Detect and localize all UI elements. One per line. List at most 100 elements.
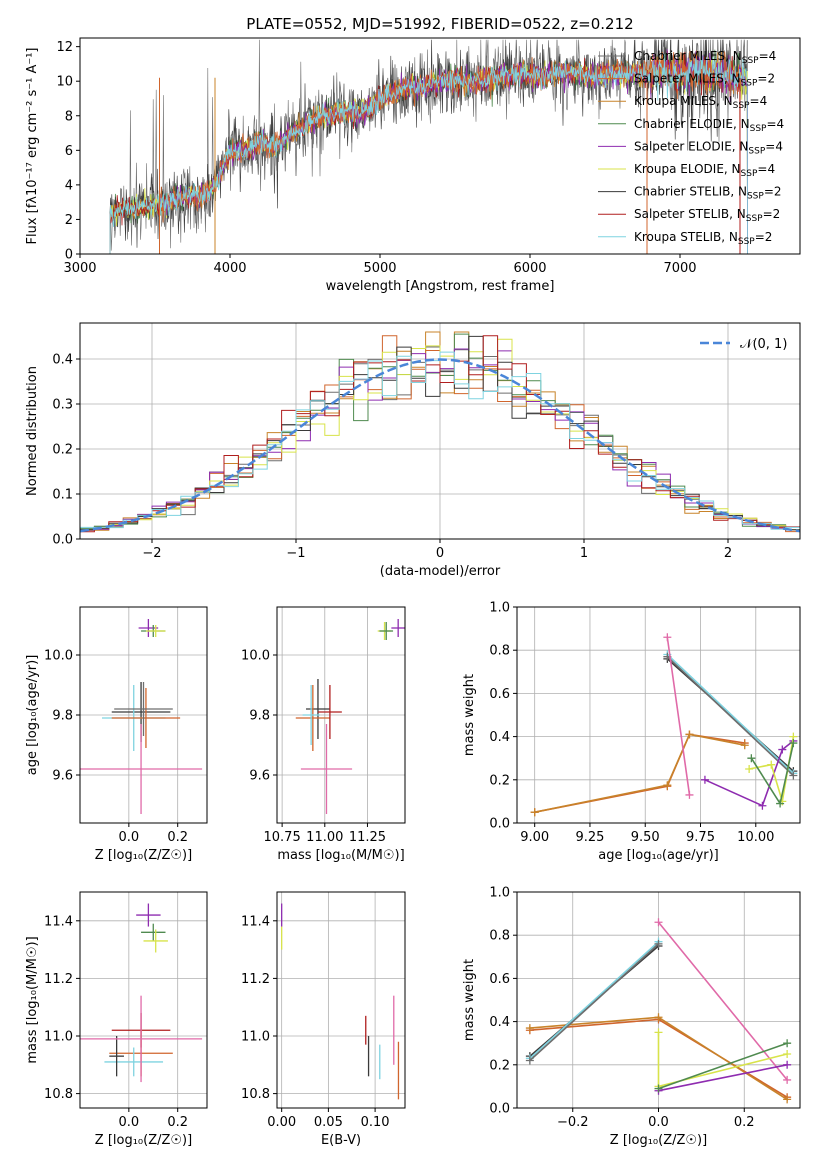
chart-ebv-mass: 0.00 0.05 0.10 10.8 11.0 11.2 11.4 E(B-V) (241, 891, 406, 1148)
axes-frame (516, 891, 801, 1109)
tick-label-x: 0.2 (167, 830, 188, 845)
plot-area (295, 619, 405, 814)
tick-label-y: 0.4 (489, 1015, 510, 1030)
tick-label-x: 1 (580, 546, 588, 561)
tick-label-y: 0.0 (489, 817, 510, 832)
tick-label-y: 6 (65, 144, 73, 159)
legend-label: Kroupa ELODIE, NSSP=4 (634, 162, 775, 179)
legend: Chabrier MILES, NSSP=4 Salpeter MILES, NS… (598, 49, 784, 247)
tick-label-y: 8 (65, 109, 73, 124)
spectrum-line-8 (109, 54, 748, 254)
tick-label-y: 2 (65, 213, 73, 228)
tick-label-y: 10.0 (241, 649, 270, 664)
tick-label-y: 0.2 (489, 773, 510, 788)
tick-label-y: 0 (65, 248, 73, 263)
series-marker (654, 1084, 663, 1093)
axes-frame (276, 891, 406, 1109)
axes-frame (79, 322, 801, 540)
y-axis-label: mass weight (462, 959, 477, 1041)
x-axis-label: mass [log₁₀(M/M☉)] (277, 848, 404, 863)
axes-frame (516, 606, 801, 824)
tick-label-y: 0.0 (52, 533, 73, 548)
series-marker (654, 1013, 663, 1022)
series-marker (740, 741, 749, 750)
tick-label-y: 0.6 (489, 687, 510, 702)
tick-label-y: 0.2 (52, 443, 73, 458)
x-axis-label: wavelength [Angstrom, rest frame] (326, 279, 555, 294)
tick-label-x: 3000 (63, 261, 96, 276)
tick-label-y: 0.8 (489, 929, 510, 944)
tick-label-y: 11.2 (241, 972, 270, 987)
tick-label-x: 5000 (363, 261, 396, 276)
series-marker (745, 765, 754, 773)
series-line-4 (529, 943, 660, 1062)
series-line-5 (666, 637, 691, 796)
series-line-1 (534, 733, 745, 813)
series-line-2 (666, 658, 794, 772)
tick-label-y: 12 (56, 40, 73, 55)
tick-label-x: 9.25 (575, 830, 604, 845)
tick-label-x: 11.00 (306, 830, 343, 845)
series-line-5 (657, 921, 788, 1081)
chart-z-mass: 0.0 0.2 10.8 11.0 11.2 11.4 Z [log₁₀(Z/Z☉)] mas… (25, 891, 208, 1148)
series-marker (530, 808, 539, 817)
series-marker (767, 760, 776, 769)
tick-label-x: 0.2 (167, 1115, 188, 1130)
x-axis-label: Z [log₁₀(Z/Z☉)] (95, 1133, 192, 1148)
tick-label-x: 2 (724, 546, 732, 561)
series-marker (525, 1056, 534, 1065)
tick-label-y: 0.2 (489, 1058, 510, 1073)
tick-label-x: 10.00 (737, 830, 774, 845)
series-marker (525, 1024, 534, 1033)
tick-label-y: 0.6 (489, 972, 510, 987)
tick-label-y: 0.0 (489, 1102, 510, 1117)
plot-area (109, 39, 748, 254)
tick-label-x: 0.10 (361, 1115, 390, 1130)
tick-label-x: 10.75 (264, 830, 301, 845)
chart-age-weight: 9.00 9.25 9.50 9.75 10.00 0.0 0.2 0.4 0.6 0.8 1.0 a… (462, 601, 801, 863)
chart-spectrum: 3000 4000 5000 6000 7000 0 2 4 6 8 10 12 wavelength … (25, 37, 801, 294)
series-marker (778, 745, 787, 754)
series-line-0 (534, 733, 745, 813)
plot-area (80, 903, 203, 1083)
x-axis-label: (data-model)/error (380, 564, 501, 579)
tick-label-x: 4000 (213, 261, 246, 276)
legend-label: Kroupa STELIB, NSSP=2 (634, 230, 772, 247)
tick-label-y: 11.4 (241, 914, 270, 929)
series-marker (783, 1075, 792, 1084)
tick-label-y: 1.0 (489, 601, 510, 616)
tick-label-x: 0 (436, 546, 444, 561)
series-line-4 (666, 656, 794, 777)
x-axis-label: E(B-V) (321, 1133, 361, 1148)
series-line-3 (666, 653, 794, 774)
legend-label: Chabrier MILES, NSSP=4 (634, 49, 776, 66)
chart-mass-age: 10.75 11.00 11.25 9.6 9.8 10.0 mass [log₁₀(M/M… (241, 606, 406, 863)
legend-label: Chabrier ELODIE, NSSP=4 (634, 117, 784, 134)
tick-label-x: −1 (286, 546, 305, 561)
tick-label-y: 0.4 (489, 730, 510, 745)
plot-area (530, 633, 798, 817)
series-line-8 (658, 1042, 788, 1090)
series-marker (747, 754, 756, 763)
tick-label-x: 11.25 (349, 830, 386, 845)
tick-label-y: 0.8 (489, 644, 510, 659)
y-axis-label: Normed distribution (25, 366, 40, 496)
series-line-6 (658, 1064, 788, 1092)
series-marker (776, 799, 785, 808)
tick-label-x: 0.0 (648, 1115, 669, 1130)
tick-label-y: 9.6 (249, 769, 270, 784)
axes-frame (79, 891, 208, 1109)
axes-frame (79, 606, 208, 824)
series-marker (789, 739, 798, 748)
tick-label-y: 10.0 (44, 649, 73, 664)
tick-label-x: 0.0 (119, 1115, 140, 1130)
series-marker (783, 1060, 792, 1069)
legend-label: Chabrier STELIB, NSSP=2 (634, 185, 782, 202)
series-marker (783, 1095, 792, 1104)
series-line-3 (529, 941, 660, 1059)
tick-label-y: 10.8 (241, 1087, 270, 1102)
series-marker (789, 771, 798, 780)
series-marker (783, 1039, 792, 1048)
tick-label-x: 9.75 (686, 830, 715, 845)
series-marker (685, 790, 694, 799)
